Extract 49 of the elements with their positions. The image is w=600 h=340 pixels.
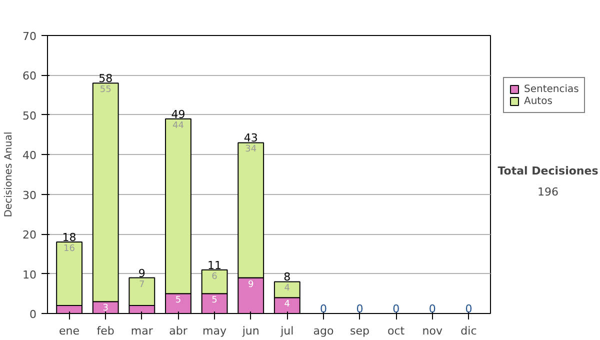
data-label: 5 [212, 296, 218, 306]
total-label: 0 [356, 302, 364, 316]
y-tick-label: 60 [22, 70, 37, 83]
y-axis-title: Decisiones Anual [4, 132, 15, 218]
y-tick-label: 50 [22, 109, 37, 122]
x-tick-label: may [202, 324, 228, 338]
x-tick-label: mar [130, 324, 154, 338]
x-tick-label: jul [280, 324, 294, 338]
data-label: 4 [284, 300, 290, 310]
y-tick-label: 0 [30, 308, 36, 321]
total-label: 18 [62, 231, 76, 244]
y-tick-label: 30 [22, 188, 37, 202]
total-label: 0 [392, 302, 400, 316]
y-tick-label: 10 [22, 268, 37, 282]
x-tick-label: feb [96, 324, 114, 338]
x-tick-label: sep [350, 324, 370, 338]
x-tick-label: abr [169, 324, 188, 338]
total-label: 8 [284, 270, 291, 284]
x-tick-label: ene [59, 324, 80, 338]
y-tick-label: 20 [22, 228, 37, 242]
data-label: 3 [102, 304, 108, 314]
data-label: 7 [139, 280, 145, 290]
y-tick-label: 40 [22, 149, 37, 162]
total-label: 58 [98, 72, 113, 86]
x-tick-label: oct [388, 324, 406, 338]
y-tick-label: 70 [22, 30, 37, 43]
total-label: 43 [244, 132, 258, 145]
total-label: 0 [320, 302, 327, 316]
data-label: 5 [175, 296, 182, 306]
legend-label: Sentencias [524, 83, 579, 95]
data-label: 55 [100, 85, 112, 96]
x-tick-label: nov [422, 324, 443, 338]
total-label: 0 [465, 302, 472, 316]
x-tick-label: jun [241, 324, 260, 338]
total-label: 49 [171, 108, 186, 121]
data-label: 9 [248, 280, 254, 290]
data-label: 44 [172, 120, 184, 131]
data-label: 34 [245, 144, 257, 155]
total-label: 11 [208, 258, 222, 272]
x-tick-label: dic [460, 324, 477, 338]
data-label: 4 [284, 284, 290, 294]
total-label: 9 [138, 266, 146, 280]
x-tick-label: ago [313, 324, 334, 338]
data-label: 16 [64, 244, 76, 254]
text: 196 [538, 185, 558, 198]
legend-label: Autos [524, 95, 552, 107]
total-label: 0 [428, 302, 436, 316]
text: Total Decisiones [498, 164, 599, 178]
data-label: 6 [212, 272, 218, 282]
